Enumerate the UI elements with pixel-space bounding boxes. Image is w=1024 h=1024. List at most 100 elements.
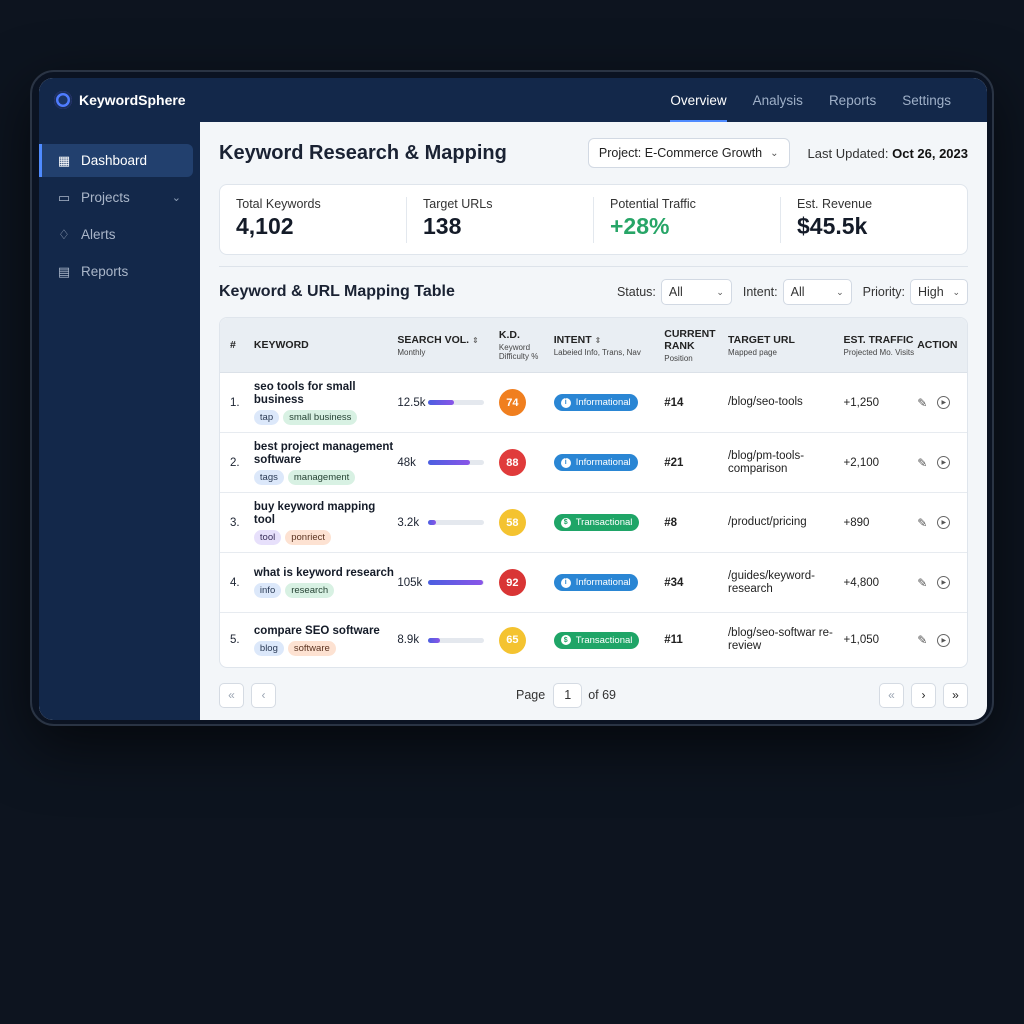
table-row[interactable]: 2. best project management software tags…: [220, 433, 967, 493]
intent-badge: i Informational: [553, 454, 638, 471]
keyword-text[interactable]: buy keyword mapping tool: [253, 500, 376, 526]
keyword-tag[interactable]: management: [287, 469, 356, 485]
tab-overview[interactable]: Overview: [670, 78, 727, 122]
priority-filter-select[interactable]: High ⌄: [910, 279, 968, 305]
keyword-tag[interactable]: tags: [253, 469, 284, 485]
chevron-down-icon: ⌄: [836, 286, 844, 297]
edit-icon[interactable]: ✎: [917, 395, 928, 410]
col-traffic-sub: Projected Mo. Visits: [843, 347, 915, 357]
edit-icon[interactable]: ✎: [917, 575, 928, 590]
project-select[interactable]: Project: E-Commerce Growth ⌄: [587, 138, 790, 168]
target-url[interactable]: /product/pricing: [727, 516, 807, 528]
play-icon[interactable]: ▶: [937, 576, 951, 589]
col-kd-label: K.D.: [498, 329, 520, 341]
keyword-text[interactable]: compare SEO software: [253, 624, 380, 637]
chevron-down-icon[interactable]: ⌄: [171, 192, 181, 204]
col-volume[interactable]: SEARCH VOL. ⇕ Monthly: [397, 334, 499, 357]
volume-bar: [428, 520, 485, 525]
sort-icon[interactable]: ⇕: [472, 335, 479, 345]
intent-filter-select[interactable]: All ⌄: [782, 279, 852, 305]
stat-total-keywords: Total Keywords 4,102: [220, 197, 406, 243]
edit-icon[interactable]: ✎: [917, 455, 928, 470]
table-row[interactable]: 5. compare SEO software blog software 8.9…: [220, 613, 967, 667]
pagination-right: « › »: [879, 682, 968, 708]
sidebar-item-label: Reports: [81, 264, 129, 279]
col-volume-label: SEARCH VOL.: [397, 333, 470, 346]
prev-page-button[interactable]: ‹: [251, 682, 276, 708]
top-nav: Overview Analysis Reports Settings: [200, 78, 987, 122]
col-kd[interactable]: K.D. Keyword Difficulty %: [499, 329, 554, 361]
play-icon[interactable]: ▶: [937, 633, 951, 647]
keyword-tag[interactable]: ponriect: [285, 529, 332, 545]
sidebar-item-dashboard[interactable]: ▦ Dashboard: [39, 144, 193, 177]
last-page-button[interactable]: »: [943, 682, 968, 708]
traffic-value: +4,800: [843, 576, 880, 589]
play-icon[interactable]: ▶: [937, 516, 951, 529]
col-traffic[interactable]: EST. TRAFFIC Projected Mo. Visits: [844, 334, 918, 357]
keyword-tag[interactable]: software: [287, 640, 336, 656]
target-url[interactable]: /blog/seo-tools: [727, 396, 803, 408]
tab-settings[interactable]: Settings: [902, 92, 951, 108]
col-rank[interactable]: CURRENT RANK Position: [664, 328, 728, 363]
target-url[interactable]: /guides/keyword-research: [727, 569, 815, 595]
col-kd-sub: Keyword Difficulty %: [498, 343, 539, 361]
keyword-tag[interactable]: tool: [253, 529, 282, 545]
kd-cell: 88: [498, 449, 554, 476]
tab-reports[interactable]: Reports: [828, 92, 877, 108]
next-page-button[interactable]: ›: [911, 682, 936, 708]
col-intent[interactable]: INTENT ⇕ Labeied Info, Trans, Nav: [554, 334, 665, 357]
play-icon[interactable]: ▶: [937, 456, 951, 469]
sidebar-item-projects[interactable]: ▭ Projects ⌄: [39, 181, 193, 214]
keyword-tags: blog software: [253, 640, 397, 656]
brand[interactable]: KeywordSphere: [39, 78, 200, 122]
volume-bar-fill: [428, 460, 471, 465]
kd-badge: 88: [498, 449, 526, 476]
sidebar-item-reports[interactable]: ▤ Reports: [39, 255, 193, 288]
volume-bar: [428, 400, 485, 405]
mapping-table: # KEYWORD SEARCH VOL. ⇕ Monthly K.D. Keyw…: [219, 317, 968, 668]
intent-label: Transactional: [575, 517, 633, 528]
status-filter-select[interactable]: All ⌄: [660, 279, 732, 305]
target-url[interactable]: /blog/seo-softwar re-review: [727, 627, 833, 652]
page-input[interactable]: 1: [553, 682, 583, 708]
volume-cell: 8.9k: [397, 634, 499, 646]
keyword-tag[interactable]: info: [253, 583, 282, 598]
row-actions: ✎ ▶: [917, 396, 967, 410]
tab-analysis[interactable]: Analysis: [752, 92, 803, 108]
table-row[interactable]: 1. seo tools for small business tap small…: [220, 373, 967, 433]
table-row[interactable]: 3. buy keyword mapping tool tool ponriect…: [220, 493, 967, 553]
prev-page-button-right[interactable]: «: [879, 682, 904, 708]
row-actions: ✎ ▶: [917, 633, 967, 647]
traffic-value: +1,250: [843, 396, 880, 409]
volume-bar-fill: [428, 580, 484, 585]
col-url[interactable]: TARGET URL Mapped page: [728, 334, 844, 357]
col-keyword[interactable]: KEYWORD: [253, 339, 309, 351]
target-url[interactable]: /blog/pm-tools-comparison: [727, 449, 805, 475]
grid-icon: ▦: [57, 152, 71, 168]
edit-icon[interactable]: ✎: [917, 633, 928, 647]
info-icon: i: [560, 397, 571, 408]
volume-value: 105k: [397, 576, 423, 589]
sort-icon[interactable]: ⇕: [594, 335, 602, 345]
sidebar-item-alerts[interactable]: ♢ Alerts: [39, 218, 193, 251]
row-actions: ✎ ▶: [917, 456, 967, 470]
keyword-tag[interactable]: tap: [253, 409, 280, 425]
first-page-button[interactable]: «: [219, 682, 244, 708]
keyword-cell: buy keyword mapping tool tool ponriect: [253, 500, 397, 545]
edit-icon[interactable]: ✎: [917, 515, 928, 530]
volume-value: 8.9k: [397, 634, 420, 646]
row-number: 5.: [230, 634, 240, 646]
keyword-tag[interactable]: research: [285, 583, 335, 598]
keyword-tag[interactable]: small business: [283, 409, 358, 425]
keyword-text[interactable]: best project management software: [253, 440, 394, 466]
keyword-tag[interactable]: blog: [253, 640, 284, 656]
traffic-value: +890: [843, 516, 870, 529]
table-row[interactable]: 4. what is keyword research info research…: [220, 553, 967, 613]
col-intent-sub: Labeied Info, Trans, Nav: [553, 347, 641, 357]
play-icon[interactable]: ▶: [937, 396, 951, 409]
keyword-text[interactable]: seo tools for small business: [253, 380, 356, 406]
keyword-text[interactable]: what is keyword research: [253, 567, 394, 579]
rank-value: #8: [664, 516, 678, 529]
main-content: Keyword Research & Mapping Project: E-Co…: [200, 122, 987, 720]
kd-cell: 92: [498, 569, 554, 596]
